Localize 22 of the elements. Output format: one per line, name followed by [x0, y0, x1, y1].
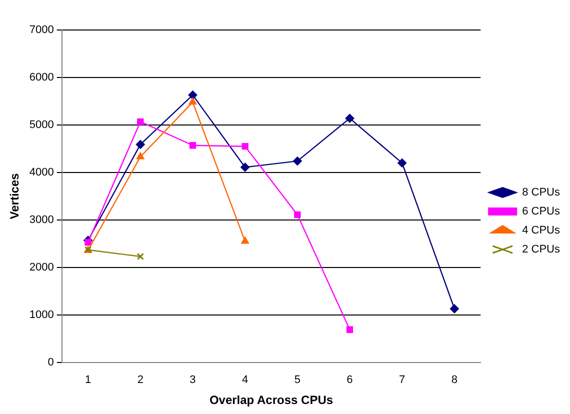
- y-axis-title: Vertices: [8, 172, 22, 220]
- x-tick-label: 1: [84, 374, 92, 386]
- y-tick-label: 6000: [29, 72, 54, 84]
- y-tick-label: 4000: [29, 166, 54, 178]
- y-tick-label: 2000: [29, 261, 54, 274]
- y-tick-label: 7000: [29, 24, 54, 36]
- y-tick-label: 5000: [29, 119, 54, 132]
- x-tick-label: 6: [346, 374, 353, 386]
- x-tick-label: 7: [399, 374, 406, 386]
- y-tick-label: 1000: [29, 308, 54, 321]
- legend-label: 2 CPUs: [522, 244, 560, 256]
- x-tick-label: 8: [451, 374, 458, 386]
- x-tick-label: 3: [190, 374, 196, 386]
- legend-label: 6 CPUs: [522, 206, 560, 218]
- x-tick-label: 4: [242, 374, 248, 386]
- x-tick-label: 2: [137, 374, 144, 386]
- y-tick-label: 0: [48, 356, 54, 368]
- y-tick-label: 3000: [29, 214, 54, 226]
- legend-label: 8 CPUs: [522, 186, 560, 199]
- x-tick-label: 5: [294, 374, 300, 386]
- x-axis-title: Overlap Across CPUs: [209, 393, 334, 408]
- legend-label: 4 CPUs: [522, 224, 560, 237]
